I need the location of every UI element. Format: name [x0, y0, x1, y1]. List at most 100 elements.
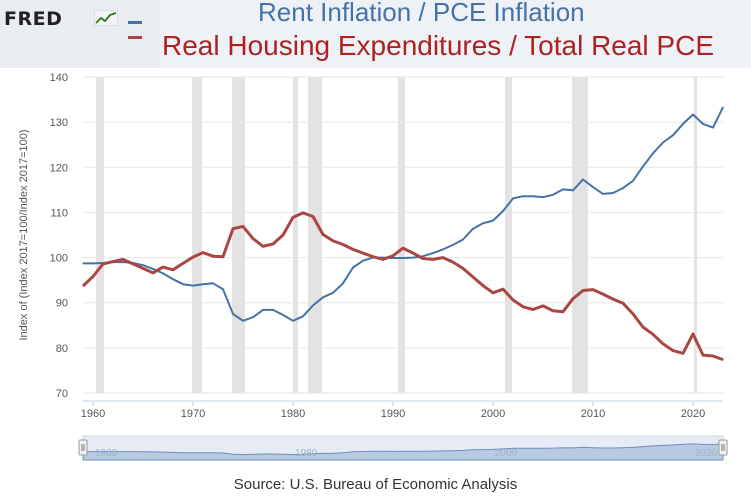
series-1-point — [192, 284, 194, 287]
series-1-point — [242, 320, 244, 322]
series-1-point — [522, 195, 524, 197]
series-2-point — [352, 248, 354, 251]
recession-band-2 — [232, 77, 245, 393]
series-2-point — [122, 258, 124, 260]
series-1-point — [282, 314, 284, 316]
series-2-point — [132, 263, 134, 265]
series-2-point — [472, 276, 474, 278]
recession-band-8 — [694, 77, 697, 393]
series-2-point — [592, 289, 594, 291]
series-2-point — [572, 298, 574, 300]
series-1-point — [172, 278, 174, 280]
recession-band-1 — [192, 77, 202, 393]
x-tick-label: 2020 — [681, 408, 705, 420]
series-1-point — [482, 222, 484, 224]
series-2-point — [662, 343, 664, 345]
y-tick-label: 100 — [50, 253, 68, 265]
series-2-point — [442, 256, 444, 259]
series-1-point — [722, 106, 724, 108]
series-1-point — [432, 252, 434, 254]
series-1-point — [532, 195, 534, 197]
series-2-point — [712, 355, 714, 357]
series-1-point — [492, 219, 494, 222]
series-1-point — [422, 255, 424, 257]
recession-band-0 — [96, 77, 104, 393]
navigator-label: 2000 — [495, 448, 518, 459]
series-1-point — [662, 141, 664, 144]
navigator-right-handle[interactable] — [718, 439, 728, 456]
series-1-point — [232, 313, 234, 315]
navigator-label: 1980 — [295, 448, 318, 459]
series-1-point — [442, 248, 444, 251]
series-2-point — [542, 305, 544, 307]
x-tick-label: 1980 — [281, 408, 305, 420]
series-2-point — [162, 266, 164, 268]
series-1-point — [462, 238, 464, 241]
x-tick-label: 2010 — [581, 408, 605, 420]
series-1-point — [682, 123, 684, 125]
series-1-point — [162, 272, 164, 274]
series-2-point — [222, 256, 224, 258]
series-2-point — [212, 255, 214, 257]
series-1-point — [602, 193, 604, 195]
series-2-point — [482, 284, 484, 287]
y-tick-label: 140 — [50, 72, 68, 84]
series-1-point — [612, 192, 614, 194]
x-tick-label: 2000 — [481, 408, 505, 420]
series-1-point — [472, 228, 474, 230]
series-1-point — [572, 189, 574, 191]
series-2-point — [172, 269, 174, 271]
series-1-point — [512, 197, 514, 200]
series-2-point — [512, 299, 514, 301]
series-1-point — [502, 210, 504, 212]
series-2-point — [432, 258, 434, 260]
series-1-point — [212, 282, 214, 284]
series-1-point — [452, 244, 454, 246]
series-2-point — [292, 216, 294, 218]
series-2-point — [142, 267, 144, 270]
series-2-point — [312, 215, 314, 218]
series-1-point — [412, 256, 414, 259]
y-tick-label: 70 — [56, 388, 68, 400]
series-2-point — [562, 311, 564, 313]
series-2-point — [652, 333, 654, 335]
series-2-point — [232, 228, 234, 230]
series-2-point — [622, 302, 624, 304]
recession-band-7 — [572, 77, 588, 393]
navigator-series — [82, 443, 724, 461]
series-2-point — [682, 352, 684, 354]
series-2-point — [612, 298, 614, 300]
series-1-point — [632, 180, 634, 182]
series-1-point — [302, 315, 304, 317]
series-2-point — [582, 289, 584, 292]
series-1-point — [292, 320, 294, 322]
series-2-point — [202, 252, 204, 254]
series2-title: Real Housing Expenditures / Total Real P… — [162, 30, 715, 61]
series-2-point — [302, 212, 304, 214]
series-2-point — [462, 267, 464, 270]
series-1-point — [202, 283, 204, 285]
series-1-point — [332, 292, 334, 294]
fred-logo-chart-icon — [94, 10, 118, 26]
series-1-point — [312, 304, 314, 307]
fred-logo[interactable]: FRED — [4, 8, 63, 30]
series-2-point — [342, 243, 344, 246]
y-tick-label: 120 — [50, 162, 68, 174]
recession-band-4 — [308, 77, 322, 393]
navigator-left-handle[interactable] — [78, 439, 88, 456]
title-box — [160, 0, 751, 68]
y-axis-label: Index of (Index 2017=100/Index 2017=100) — [18, 129, 30, 340]
series-2-point — [152, 272, 154, 274]
series-2-point — [412, 252, 414, 254]
series-1-point — [122, 261, 124, 263]
series-2-point — [332, 240, 334, 242]
series-2-point — [362, 252, 364, 254]
series-1-point — [562, 188, 564, 191]
source-note: Source: U.S. Bureau of Economic Analysis — [233, 476, 518, 493]
series-2-point — [282, 234, 284, 236]
series-2-point — [522, 306, 524, 308]
series-1-point — [392, 257, 394, 259]
series-1-point — [712, 126, 714, 129]
series-1-point — [152, 268, 154, 270]
